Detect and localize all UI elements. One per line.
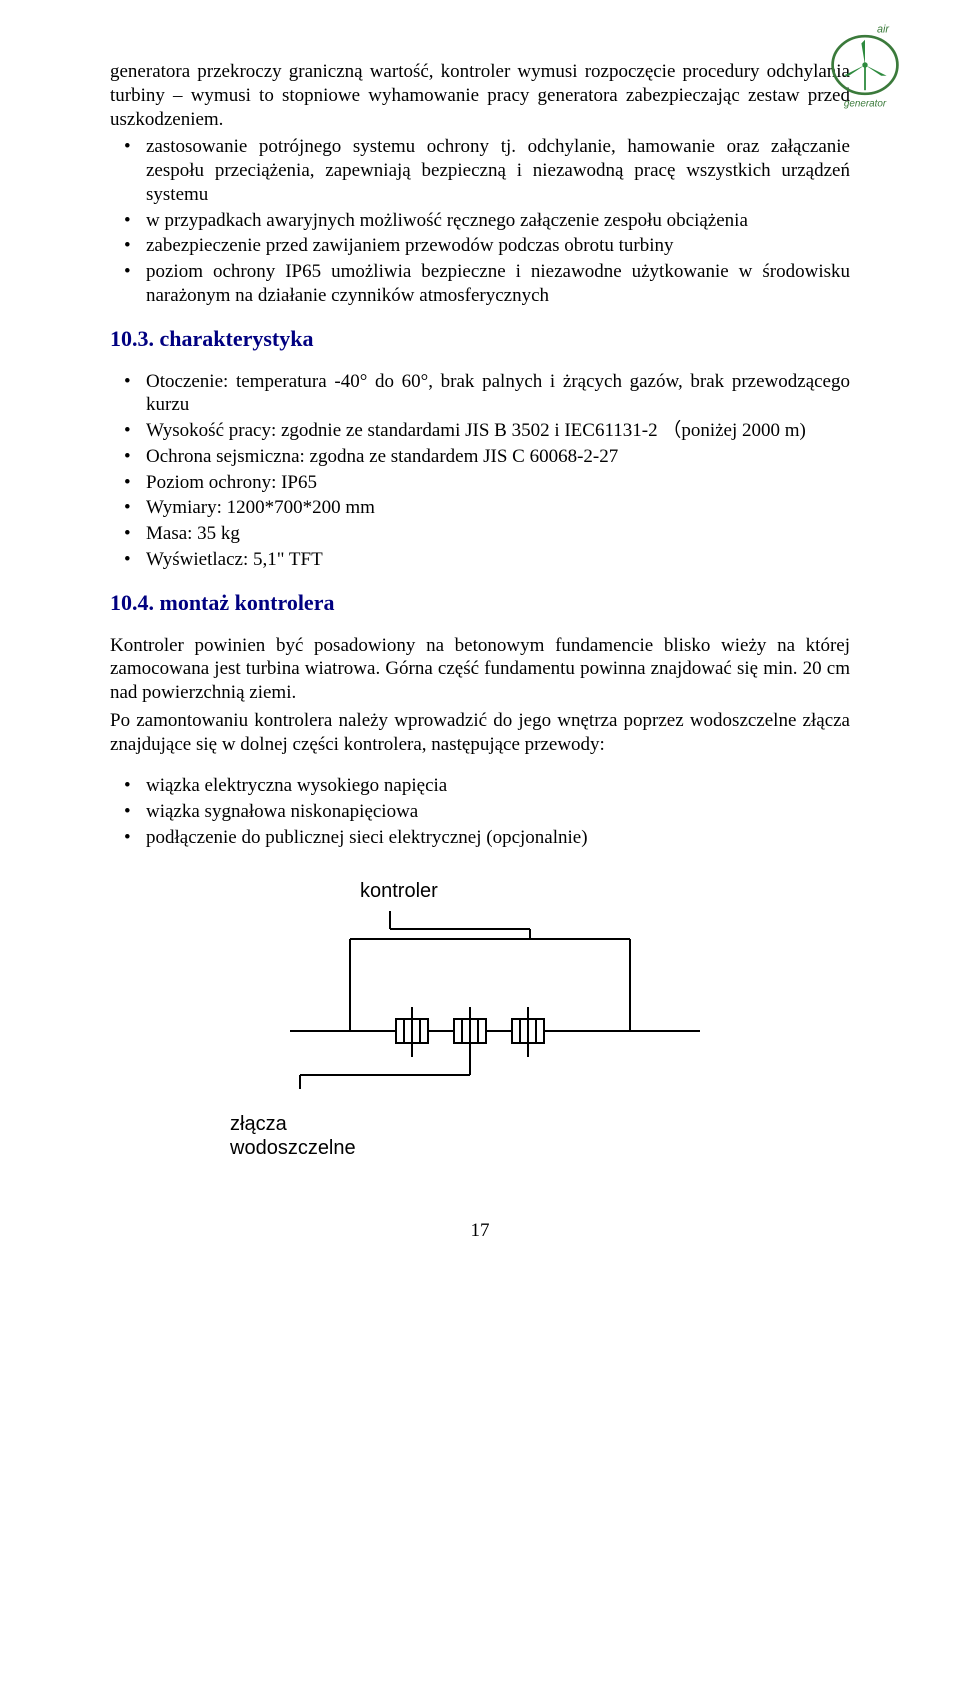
logo-top-text: air [877, 24, 889, 36]
list-item: Otoczenie: temperatura -40° do 60°, brak… [110, 370, 850, 418]
diagram-bottom-label-line1: złącza [230, 1113, 287, 1135]
list-item: Poziom ochrony: IP65 [110, 471, 850, 495]
section-heading-104: 10.4. montaż kontrolera [110, 590, 850, 616]
list-item: poziom ochrony IP65 umożliwia bezpieczne… [110, 260, 850, 308]
brand-logo: air generator [820, 20, 910, 110]
page-number: 17 [110, 1220, 850, 1242]
list-item: zastosowanie potrójnego systemu ochrony … [110, 135, 850, 206]
connector-icon [454, 1007, 486, 1057]
intro-paragraph: generatora przekroczy graniczną wartość,… [110, 60, 850, 131]
section-104-para1: Kontroler powinien być posadowiony na be… [110, 634, 850, 705]
connector-diagram: kontroler [230, 880, 730, 1160]
list-item: w przypadkach awaryjnych możliwość ręczn… [110, 209, 850, 233]
list-item: wiązka elektryczna wysokiego napięcia [110, 774, 850, 798]
list-item: podłączenie do publicznej sieci elektryc… [110, 826, 850, 850]
document-page: air generator generatora przekroczy gran… [0, 0, 960, 1282]
list-item: Wyświetlacz: 5,1" TFT [110, 548, 850, 572]
section-104-para2: Po zamontowaniu kontrolera należy wprowa… [110, 709, 850, 757]
diagram-bottom-label: złącza wodoszczelne [230, 1112, 730, 1160]
list-item: Ochrona sejsmiczna: zgodna ze standardem… [110, 445, 850, 469]
connector-icon [512, 1007, 544, 1057]
list-item: Wysokość pracy: zgodnie ze standardami J… [110, 419, 850, 443]
top-bullet-list: zastosowanie potrójnego systemu ochrony … [110, 135, 850, 307]
section-104-bullet-list: wiązka elektryczna wysokiego napięcia wi… [110, 774, 850, 849]
section-heading-103: 10.3. charakterystyka [110, 326, 850, 352]
list-item: Masa: 35 kg [110, 522, 850, 546]
connector-icon [396, 1007, 428, 1057]
diagram-top-label: kontroler [360, 880, 730, 903]
logo-bottom-text: generator [844, 98, 887, 109]
list-item: Wymiary: 1200*700*200 mm [110, 496, 850, 520]
diagram-svg [230, 911, 730, 1091]
section-103-bullet-list: Otoczenie: temperatura -40° do 60°, brak… [110, 370, 850, 572]
list-item: zabezpieczenie przed zawijaniem przewodó… [110, 234, 850, 258]
list-item: wiązka sygnałowa niskonapięciowa [110, 800, 850, 824]
diagram-bottom-label-line2: wodoszczelne [230, 1137, 356, 1159]
